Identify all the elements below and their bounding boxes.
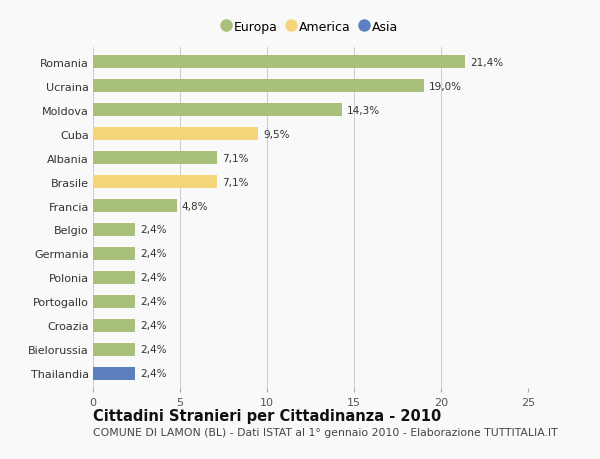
Text: 4,8%: 4,8%: [182, 201, 208, 211]
Text: 2,4%: 2,4%: [140, 225, 166, 235]
Legend: Europa, America, Asia: Europa, America, Asia: [223, 21, 398, 34]
Text: 2,4%: 2,4%: [140, 345, 166, 354]
Text: 19,0%: 19,0%: [429, 82, 462, 91]
Bar: [93, 175, 217, 189]
Bar: [93, 247, 135, 261]
Text: 2,4%: 2,4%: [140, 369, 166, 379]
Bar: [93, 271, 135, 285]
Text: Cittadini Stranieri per Cittadinanza - 2010: Cittadini Stranieri per Cittadinanza - 2…: [93, 409, 441, 424]
Text: 2,4%: 2,4%: [140, 249, 166, 259]
Bar: [93, 367, 135, 380]
Text: 2,4%: 2,4%: [140, 273, 166, 283]
Bar: [93, 343, 135, 356]
Bar: [93, 104, 342, 117]
Bar: [93, 224, 135, 236]
Text: 9,5%: 9,5%: [263, 129, 290, 139]
Text: 7,1%: 7,1%: [222, 177, 248, 187]
Bar: [93, 128, 259, 141]
Bar: [93, 80, 424, 93]
Bar: [93, 319, 135, 332]
Text: 14,3%: 14,3%: [347, 106, 380, 115]
Text: 21,4%: 21,4%: [470, 57, 504, 67]
Text: 7,1%: 7,1%: [222, 153, 248, 163]
Bar: [93, 200, 176, 213]
Bar: [93, 56, 466, 69]
Text: COMUNE DI LAMON (BL) - Dati ISTAT al 1° gennaio 2010 - Elaborazione TUTTITALIA.I: COMUNE DI LAMON (BL) - Dati ISTAT al 1° …: [93, 427, 557, 437]
Text: 2,4%: 2,4%: [140, 321, 166, 330]
Bar: [93, 151, 217, 165]
Bar: [93, 295, 135, 308]
Text: 2,4%: 2,4%: [140, 297, 166, 307]
